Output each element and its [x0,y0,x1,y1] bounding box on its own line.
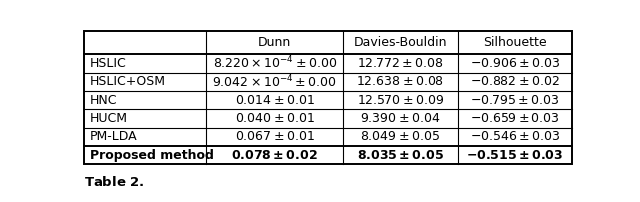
Text: HSLIC+OSM: HSLIC+OSM [90,75,166,88]
Text: $8.049 \pm 0.05$: $8.049 \pm 0.05$ [360,130,440,143]
Text: $-0.906 \pm 0.03$: $-0.906 \pm 0.03$ [470,57,560,70]
Text: $9.042 \times 10^{-4} \pm 0.00$: $9.042 \times 10^{-4} \pm 0.00$ [212,74,337,90]
Text: HNC: HNC [90,94,117,107]
Text: $12.638 \pm 0.08$: $12.638 \pm 0.08$ [356,75,444,88]
Text: Silhouette: Silhouette [483,36,547,49]
Text: $\mathbf{Table\ 2.}$: $\mathbf{Table\ 2.}$ [84,175,144,189]
Text: $12.570 \pm 0.09$: $12.570 \pm 0.09$ [357,94,444,107]
Text: Davies-Bouldin: Davies-Bouldin [354,36,447,49]
Text: $0.040 \pm 0.01$: $0.040 \pm 0.01$ [235,112,314,125]
Text: $-0.659 \pm 0.03$: $-0.659 \pm 0.03$ [470,112,560,125]
Text: HUCM: HUCM [90,112,128,125]
Text: HSLIC: HSLIC [90,57,127,70]
Text: $\mathbf{0.078 \pm 0.02}$: $\mathbf{0.078 \pm 0.02}$ [231,149,318,162]
Text: $\mathbf{-0.515 \pm 0.03}$: $\mathbf{-0.515 \pm 0.03}$ [467,149,564,162]
Text: $0.014 \pm 0.01$: $0.014 \pm 0.01$ [235,94,314,107]
Text: Dunn: Dunn [258,36,291,49]
Text: $-0.795 \pm 0.03$: $-0.795 \pm 0.03$ [470,94,560,107]
Text: $12.772 \pm 0.08$: $12.772 \pm 0.08$ [357,57,444,70]
Bar [84,31,572,164]
Text: Proposed method: Proposed method [90,149,214,162]
Text: PM-LDA: PM-LDA [90,130,138,143]
Text: $8.220 \times 10^{-4} \pm 0.00$: $8.220 \times 10^{-4} \pm 0.00$ [212,55,337,72]
Text: $-0.882 \pm 0.02$: $-0.882 \pm 0.02$ [470,75,560,88]
Text: $0.067 \pm 0.01$: $0.067 \pm 0.01$ [235,130,314,143]
Text: $-0.546 \pm 0.03$: $-0.546 \pm 0.03$ [470,130,560,143]
Text: $9.390 \pm 0.04$: $9.390 \pm 0.04$ [360,112,440,125]
Text: $\mathbf{8.035 \pm 0.05}$: $\mathbf{8.035 \pm 0.05}$ [357,149,444,162]
